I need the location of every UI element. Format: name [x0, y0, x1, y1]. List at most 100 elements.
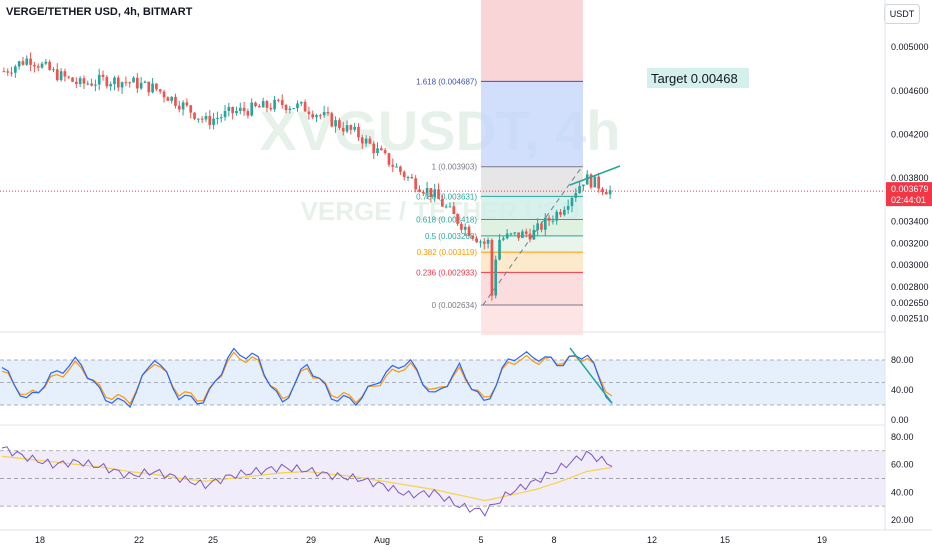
- candle: [292, 108, 295, 110]
- candle: [59, 71, 63, 81]
- candle: [238, 107, 242, 111]
- price-tick-label: 0.003800: [891, 173, 929, 183]
- candle: [509, 233, 513, 235]
- candle: [456, 214, 459, 224]
- target-callout[interactable]: [647, 68, 749, 88]
- candle: [597, 176, 600, 189]
- candle: [486, 239, 490, 244]
- candle: [284, 105, 288, 111]
- time-tick-label: 29: [306, 535, 316, 545]
- candle: [372, 143, 376, 154]
- candle: [364, 138, 368, 144]
- candle: [254, 102, 257, 107]
- candle: [307, 111, 311, 115]
- support-trendline: [569, 165, 621, 186]
- candle: [158, 89, 162, 92]
- stoch-d-line: [1, 351, 613, 405]
- candle: [193, 112, 196, 119]
- candle: [21, 61, 25, 65]
- candle: [524, 231, 528, 234]
- candle: [330, 113, 334, 127]
- candle: [6, 71, 10, 73]
- candle: [227, 107, 231, 111]
- fib-level-label: 0.236 (0.002933): [416, 268, 477, 277]
- candle: [589, 174, 593, 188]
- fib-zone: [481, 272, 583, 305]
- candle: [341, 127, 345, 132]
- stoch-tick-label: 0.00: [891, 415, 909, 425]
- stoch-trendline: [569, 347, 613, 404]
- current-price-label: 0.003679: [891, 184, 929, 194]
- candle: [471, 235, 475, 239]
- candle: [94, 84, 97, 86]
- candle: [437, 189, 440, 200]
- symbol-title[interactable]: VERGE/TETHER USD, 4h, BITMART: [6, 6, 193, 18]
- candle: [17, 61, 21, 67]
- candle: [219, 117, 223, 119]
- price-tick-label: 0.005000: [891, 42, 929, 52]
- candle: [604, 192, 608, 195]
- candle: [36, 66, 40, 68]
- candle: [155, 83, 158, 90]
- candle: [406, 177, 410, 179]
- candle: [429, 188, 433, 198]
- candle: [387, 153, 391, 165]
- time-tick-label: Aug: [374, 535, 390, 545]
- candle: [536, 223, 539, 230]
- candle: [113, 77, 116, 85]
- candle: [136, 77, 139, 89]
- candle: [174, 96, 177, 106]
- candle: [391, 164, 395, 167]
- candle: [528, 233, 532, 240]
- fib-zone: [481, 252, 583, 273]
- candle: [402, 171, 406, 178]
- rsi-line: [1, 446, 613, 517]
- candle: [479, 241, 482, 243]
- candle: [601, 188, 604, 193]
- candle: [326, 112, 330, 114]
- candle: [181, 102, 185, 110]
- candle: [368, 138, 372, 144]
- candle: [86, 83, 90, 85]
- fib-level-label: 1 (0.003903): [432, 163, 478, 172]
- fib-level-label: 0 (0.002634): [432, 301, 478, 310]
- fib-level-label: 0.5 (0.003268): [425, 232, 477, 241]
- time-tick-label: 5: [478, 535, 483, 545]
- candle: [502, 238, 505, 240]
- candle: [33, 64, 36, 67]
- candle: [78, 78, 82, 84]
- candle: [2, 71, 6, 73]
- candle: [303, 102, 307, 112]
- candle: [433, 189, 437, 198]
- candle: [467, 226, 471, 236]
- candle: [67, 76, 71, 78]
- candle: [242, 107, 246, 112]
- candle: [250, 102, 254, 116]
- fib-zone: [481, 166, 583, 197]
- candle: [395, 166, 398, 168]
- rsi-tick-label: 20.00: [891, 515, 914, 525]
- candle: [414, 178, 417, 190]
- candle: [90, 83, 93, 86]
- candle: [360, 137, 364, 144]
- stoch-tick-label: 40.00: [891, 385, 914, 395]
- stoch-tick-label: 80.00: [891, 355, 914, 365]
- candle: [418, 189, 421, 192]
- candle: [200, 118, 204, 120]
- price-tick-label: 0.002510: [891, 313, 929, 323]
- fib-zone: [481, 219, 583, 236]
- candle: [345, 125, 349, 132]
- candle: [570, 197, 574, 207]
- candle: [559, 211, 562, 215]
- candle: [10, 72, 13, 74]
- candle: [410, 177, 414, 179]
- candle: [593, 176, 597, 188]
- candle: [566, 206, 570, 210]
- candle: [441, 199, 444, 207]
- candle: [353, 126, 356, 130]
- candle: [444, 206, 448, 208]
- fib-zone-top: [481, 0, 583, 82]
- candle: [265, 101, 269, 108]
- candle: [425, 188, 429, 194]
